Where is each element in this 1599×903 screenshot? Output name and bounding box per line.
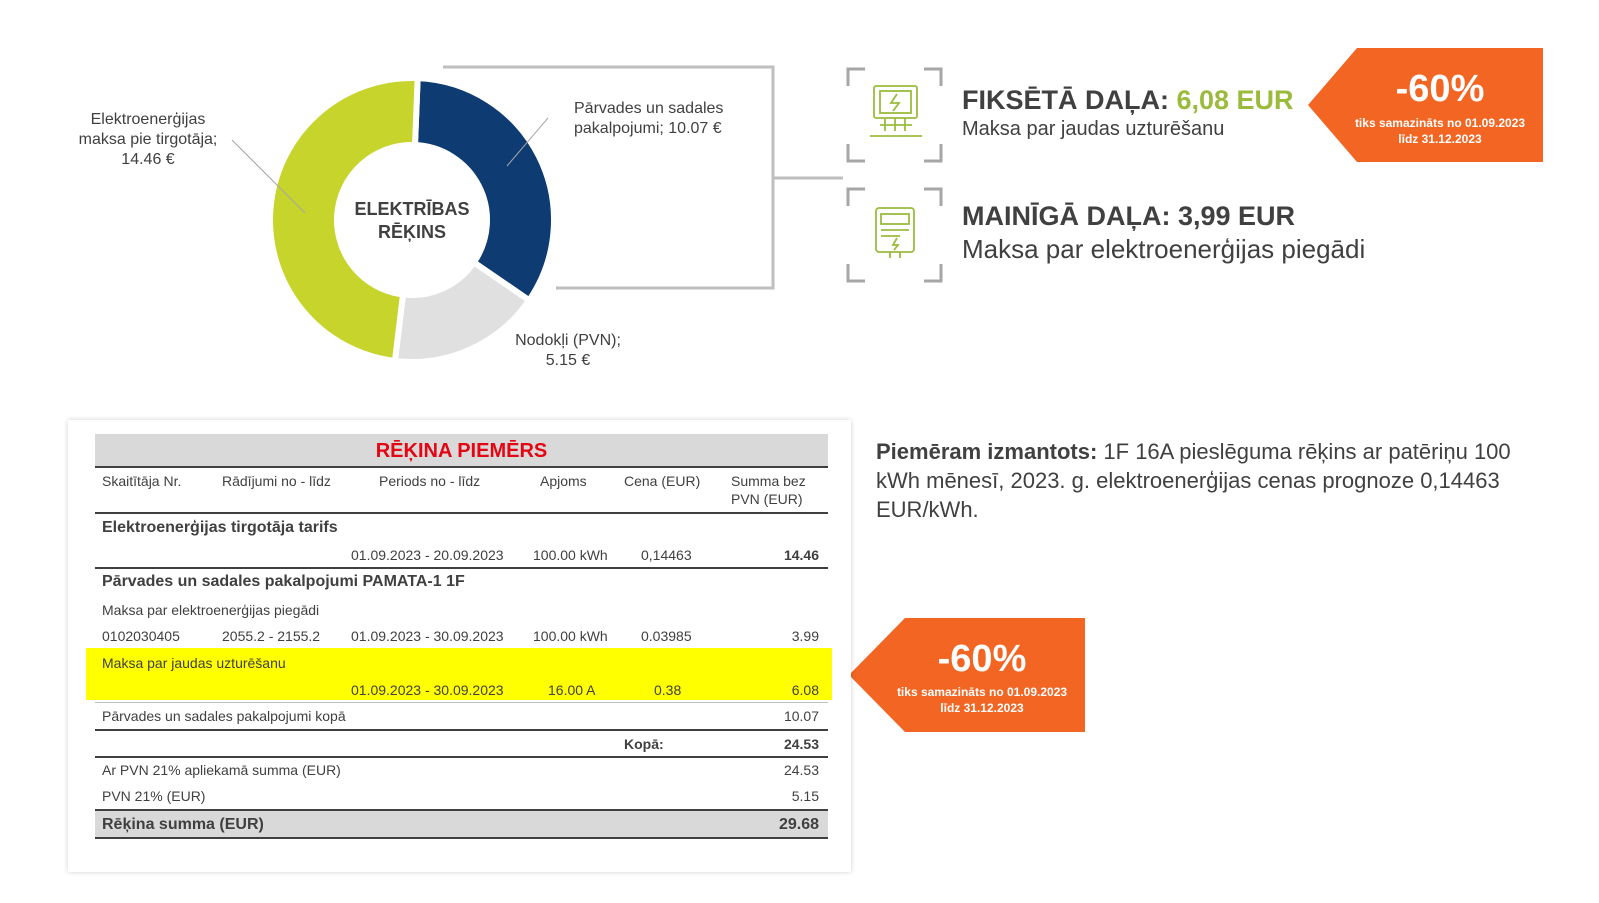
grand-total-value: 29.68	[778, 816, 819, 833]
donut-chart	[267, 74, 557, 365]
badge-middle-note: tiks samazināts no 01.09.2023 līdz 31.12…	[882, 684, 1082, 716]
center-label-line1: ELEKTRĪBAS	[354, 199, 470, 219]
header-sum-line2: PVN (EUR)	[731, 491, 803, 507]
label-transmission: Pārvades un sadales pakalpojumi; 10.07 €	[574, 99, 723, 139]
section2-title: Pārvades un sadales pakalpojumi PAMATA-1…	[102, 573, 465, 590]
supply-readings: 2055.2 - 2155.2	[222, 628, 321, 644]
fixed-part-amount: 6,08 EUR	[1176, 85, 1294, 115]
header-price: Cena (EUR)	[624, 473, 701, 489]
variable-part-title: MAINĪGĀ DAĻA: 3,99 EUR	[962, 201, 1296, 231]
section1-sum: 14.46	[783, 547, 819, 563]
badge-middle-line1: tiks samazināts no 01.09.2023	[896, 685, 1068, 699]
power-grid-icon	[870, 85, 922, 137]
donut-segment	[411, 74, 557, 305]
divider	[95, 567, 828, 569]
divider	[95, 837, 828, 839]
vat-base-value: 24.53	[783, 762, 819, 778]
label-energy-line3: 14.46 €	[121, 151, 175, 168]
header-readings: Rādījumi no - līdz	[222, 473, 331, 489]
supply-label: Maksa par elektroenerģijas piegādi	[102, 602, 320, 618]
supply-period: 01.09.2023 - 30.09.2023	[351, 628, 504, 644]
subtotal-label: Pārvades un sadales pakalpojumi kopā	[102, 708, 346, 724]
donut-segment	[267, 75, 421, 365]
variable-icon-frame	[846, 187, 943, 283]
discount-badge-middle	[849, 618, 1085, 732]
label-energy-line2: maksa pie tirgotāja;	[78, 131, 218, 148]
capacity-price: 0.38	[654, 682, 682, 698]
supply-meter: 0102030405	[102, 628, 180, 644]
leader-line-transmission	[506, 117, 549, 167]
grand-total-label: Rēķina summa (EUR)	[102, 816, 264, 833]
divider	[95, 809, 828, 811]
section1-price: 0,14463	[641, 547, 692, 563]
header-period: Periods no - līdz	[379, 473, 481, 489]
total-value: 24.53	[783, 736, 819, 752]
divider	[95, 466, 828, 468]
discount-badge-top	[1308, 48, 1543, 162]
center-label-line2: RĒĶINS	[377, 222, 446, 242]
capacity-period: 01.09.2023 - 30.09.2023	[351, 682, 504, 698]
header-volume: Apjoms	[540, 473, 587, 489]
divider	[95, 512, 828, 514]
label-tax: Nodokļi (PVN); 5.15 €	[498, 331, 638, 371]
donut-center-label: ELEKTRĪBAS RĒĶINS	[337, 198, 487, 244]
vat-value: 5.15	[791, 788, 819, 804]
capacity-label: Maksa par jaudas uzturēšanu	[102, 655, 286, 671]
section1-title: Elektroenerģijas tirgotāja tarifs	[102, 519, 338, 536]
invoice-title: RĒĶINA PIEMĒRS	[95, 434, 828, 466]
electricity-meter-icon	[875, 207, 915, 258]
capacity-volume: 16.00 A	[548, 682, 596, 698]
fixed-part-title: FIKSĒTĀ DAĻA: 6,08 EUR	[962, 85, 1294, 116]
supply-price: 0.03985	[641, 628, 692, 644]
leader-line-energy	[231, 139, 306, 214]
label-energy: Elektroenerģijas maksa pie tirgotāja; 14…	[63, 110, 233, 170]
grand-total-bar	[95, 809, 828, 837]
fixed-part-label: FIKSĒTĀ DAĻA:	[962, 85, 1177, 115]
label-transmission-line1: Pārvades un sadales	[574, 100, 724, 117]
divider	[95, 702, 828, 703]
badge-middle-percent: -60%	[937, 638, 1027, 680]
invoice-card: RĒĶINA PIEMĒRS Skaitītāja Nr. Rādījumi n…	[68, 420, 851, 872]
total-label: Kopā:	[624, 736, 664, 752]
supply-sum: 3.99	[791, 628, 819, 644]
vat-base-label: Ar PVN 21% apliekamā summa (EUR)	[102, 762, 341, 778]
fixed-icon-frame	[846, 67, 943, 163]
label-transmission-line2: pakalpojumi; 10.07 €	[574, 120, 722, 137]
label-energy-line1: Elektroenerģijas	[90, 111, 206, 128]
highlight-capacity-row	[86, 648, 832, 700]
section1-volume: 100.00 kWh	[533, 547, 608, 563]
badge-top-line2: līdz 31.12.2023	[1398, 132, 1482, 146]
note-text: 1F 16A pieslēguma rēķins ar patēriņu 100…	[876, 439, 1511, 522]
badge-top-line1: tiks samazināts no 01.09.2023	[1354, 116, 1526, 130]
badge-top-percent: -60%	[1395, 68, 1485, 110]
variable-part-subtitle: Maksa par elektroenerģijas piegādi	[962, 234, 1366, 264]
fixed-part-subtitle: Maksa par jaudas uzturēšanu	[962, 118, 1225, 140]
label-tax-line1: Nodokļi (PVN);	[515, 332, 621, 349]
vat-label: PVN 21% (EUR)	[102, 788, 206, 804]
subtotal-value: 10.07	[783, 708, 819, 724]
supply-volume: 100.00 kWh	[533, 628, 608, 644]
section1-period: 01.09.2023 - 20.09.2023	[351, 547, 504, 563]
badge-middle-line2: līdz 31.12.2023	[940, 701, 1024, 715]
divider	[95, 729, 828, 731]
header-meter: Skaitītāja Nr.	[102, 473, 182, 489]
header-sum-line1: Summa bez	[731, 473, 806, 489]
badge-top-note: tiks samazināts no 01.09.2023 līdz 31.12…	[1340, 115, 1540, 147]
example-note: Piemēram izmantots: 1F 16A pieslēguma rē…	[876, 437, 1526, 524]
label-tax-line2: 5.15 €	[545, 352, 591, 369]
note-bold: Piemēram izmantots:	[876, 439, 1098, 464]
capacity-sum: 6.08	[791, 682, 819, 698]
divider	[95, 756, 828, 758]
